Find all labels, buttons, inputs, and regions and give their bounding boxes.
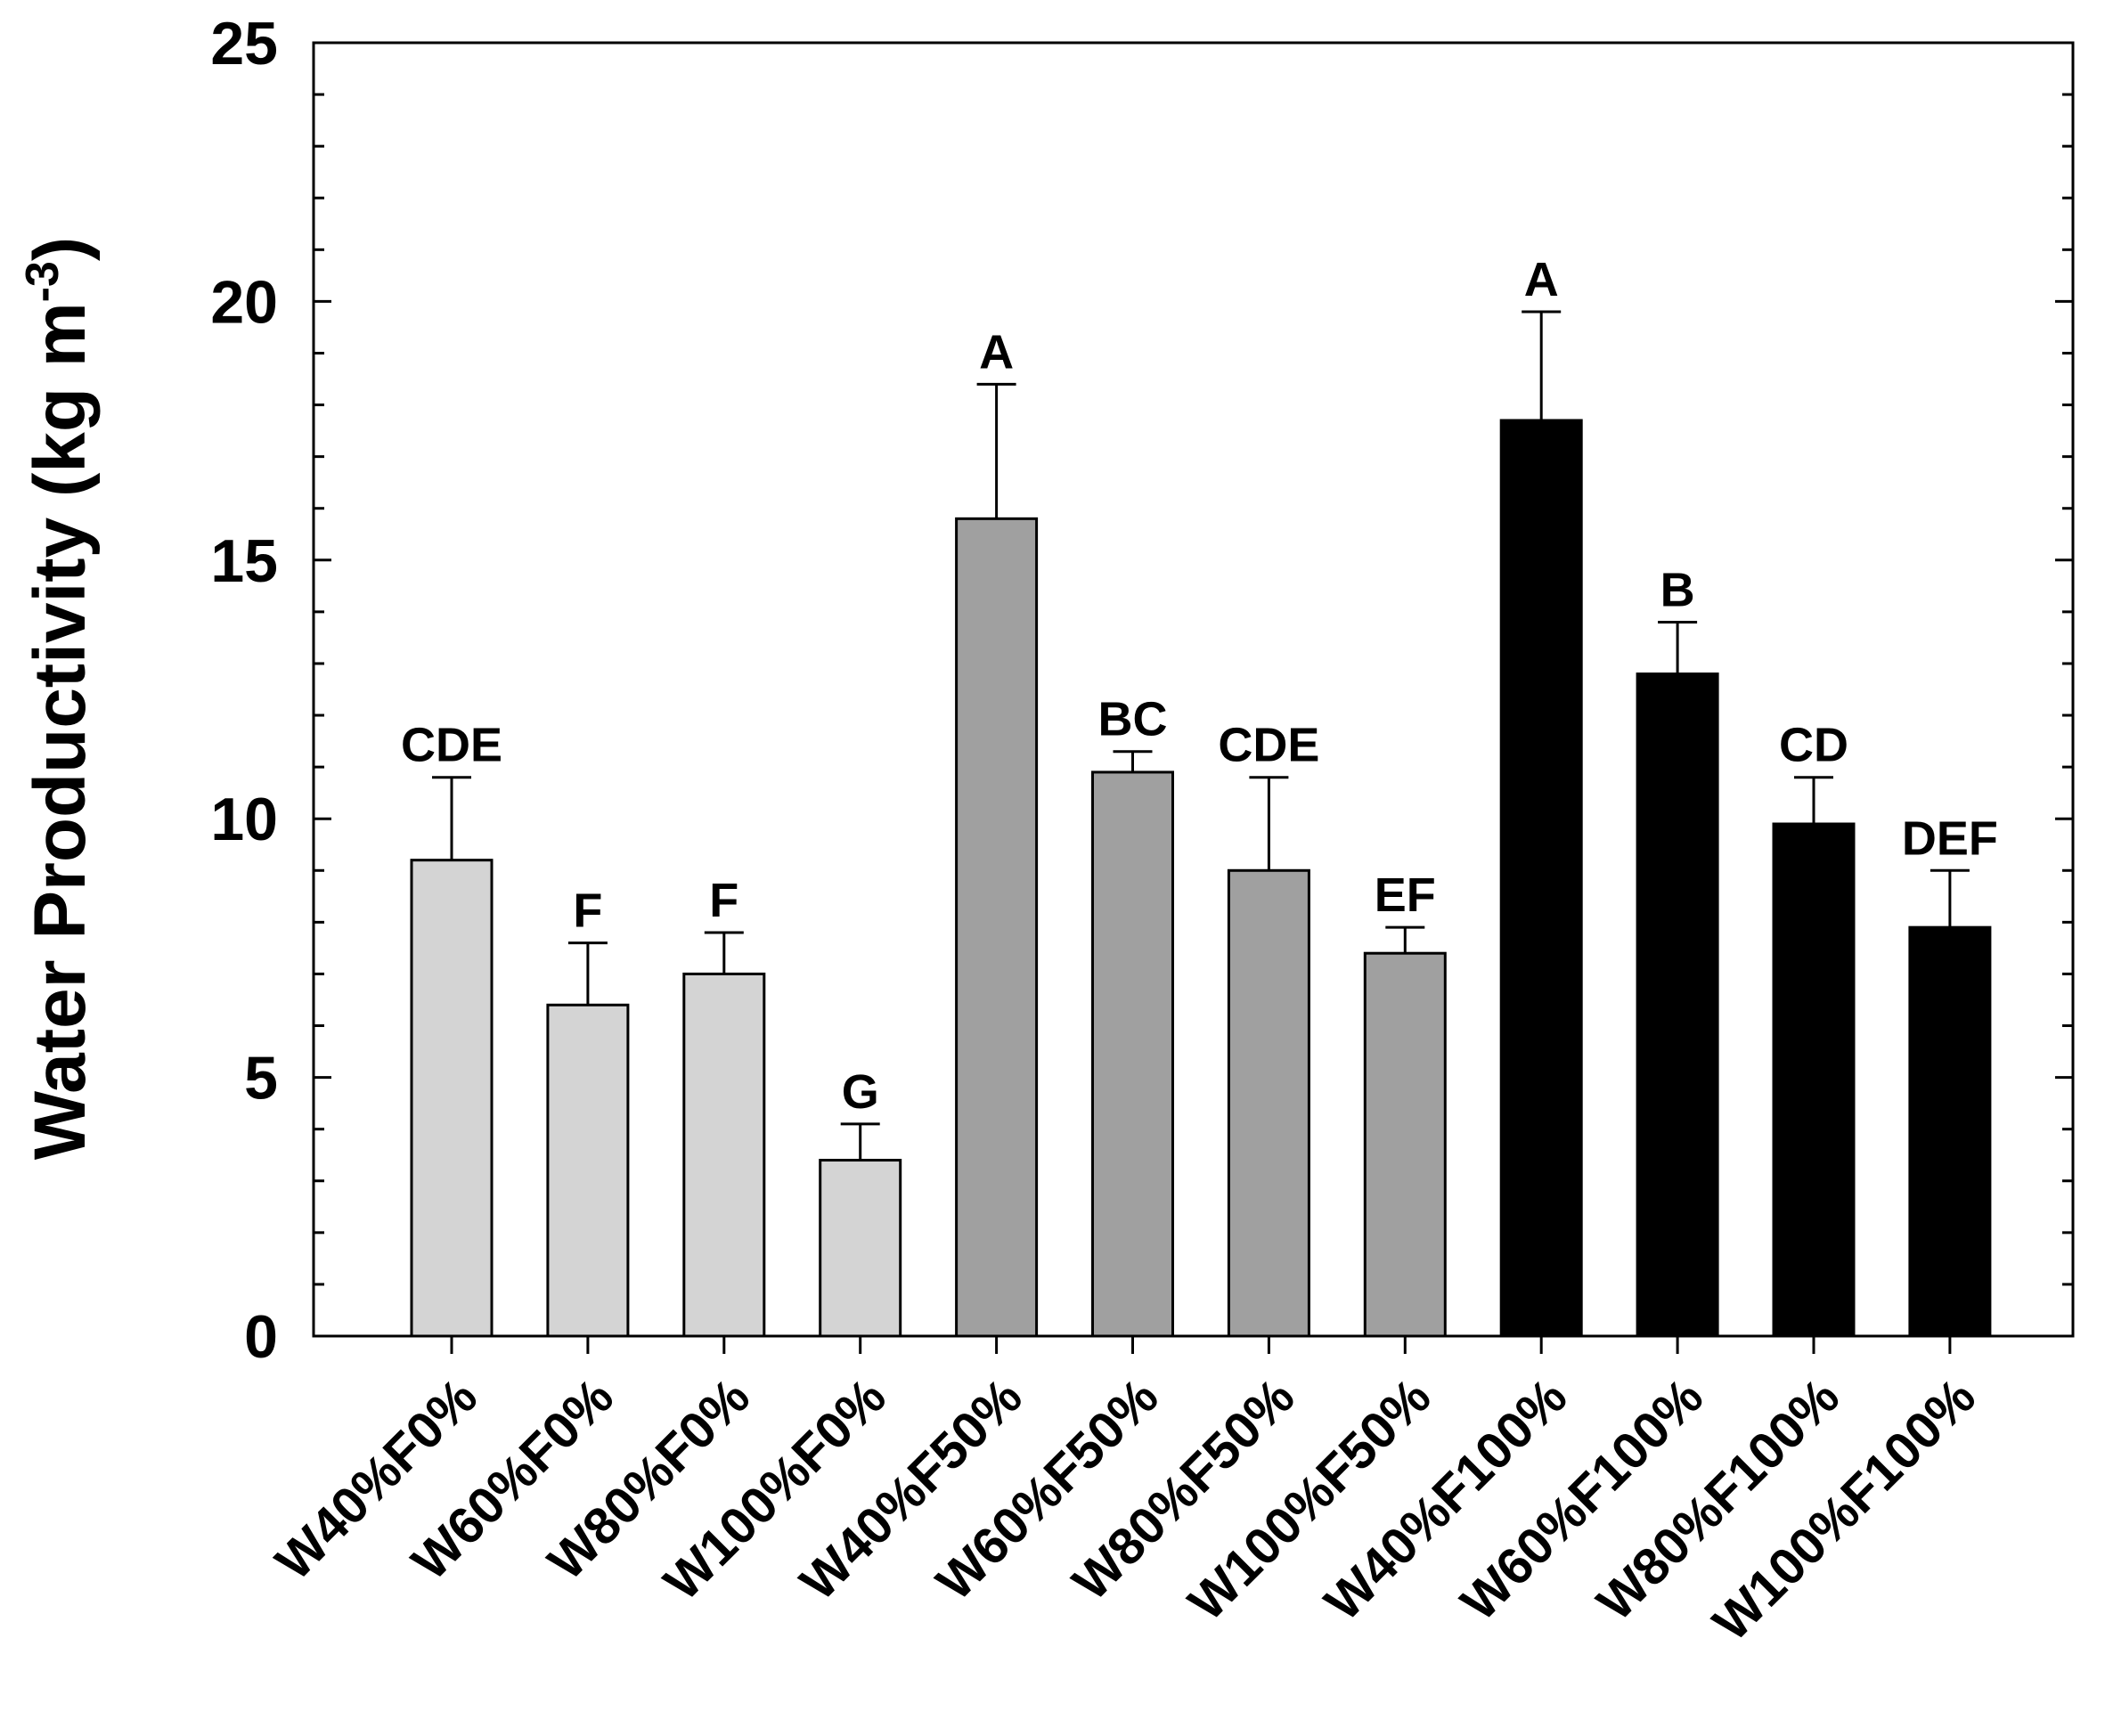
significance-letter: F (573, 884, 602, 938)
significance-letter: CDE (401, 719, 502, 772)
y-tick-label: 10 (210, 786, 278, 853)
bar (1091, 770, 1174, 1338)
bar (1908, 925, 1992, 1338)
significance-letter: G (842, 1065, 879, 1119)
bar (819, 1159, 902, 1338)
bar (1363, 951, 1447, 1338)
y-tick-label: 5 (244, 1045, 278, 1113)
significance-letter: CDE (1218, 719, 1319, 772)
error-bars-layer (432, 310, 1970, 1161)
y-tick-label: 15 (210, 527, 278, 595)
category-label: W80%F100% (1586, 1367, 1850, 1632)
plot-frame (312, 41, 2075, 1338)
significance-letter: B (1660, 563, 1695, 616)
significance-letter: A (979, 325, 1014, 379)
significance-letter: EF (1375, 868, 1436, 922)
category-label: W40%F100% (1314, 1367, 1579, 1632)
bar (1772, 822, 1856, 1338)
y-axis-title-main: Water Productivity (kg m (20, 302, 101, 1160)
y-axis-title-close: ) (20, 237, 101, 261)
y-axis-tick-labels: 0 5 10 15 20 25 (210, 10, 278, 1371)
significance-letter: A (1524, 253, 1559, 306)
y-tick-label: 25 (210, 10, 278, 77)
bar (1499, 419, 1583, 1338)
x-axis-ticks (450, 1336, 1952, 1354)
y-axis-title-superscript: -3 (17, 261, 69, 302)
y-tick-label: 0 (244, 1303, 278, 1371)
y-axis-ticks (314, 41, 2073, 1338)
y-tick-label: 20 (210, 268, 278, 336)
bar (546, 1003, 630, 1338)
x-axis-category-labels: W40%F0%W60%F0%W80%F0%W100%F0%W40%F50%W60… (265, 1367, 1987, 1652)
significance-letter: DEF (1902, 811, 1998, 865)
significance-letters-layer: CDE F F G A BC CDE EF A B CD DEF (401, 253, 1998, 1119)
bar (410, 859, 494, 1338)
y-axis-title: Water Productivity (kg m-3) (17, 237, 101, 1160)
category-label: W100%F50% (1178, 1367, 1442, 1632)
category-label: W60%F100% (1450, 1367, 1715, 1632)
bar (1636, 672, 1719, 1338)
bar (1227, 868, 1310, 1338)
significance-letter: F (709, 874, 738, 927)
bars-layer (410, 419, 1992, 1338)
significance-letter: CD (1779, 719, 1848, 772)
bar (682, 972, 766, 1338)
bar (955, 517, 1039, 1338)
significance-letter: BC (1098, 693, 1168, 746)
